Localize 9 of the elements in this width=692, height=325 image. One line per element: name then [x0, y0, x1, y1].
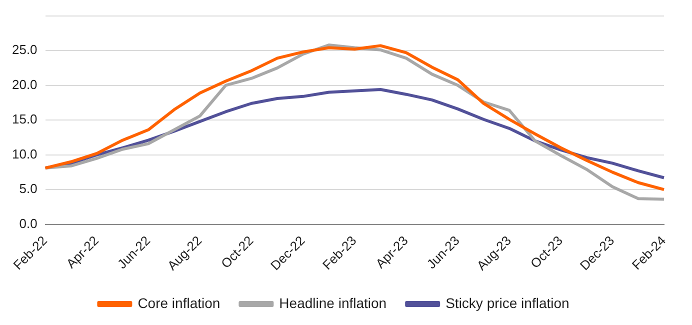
y-tick-label: 25.0 — [12, 42, 38, 58]
y-tick-label: 20.0 — [12, 76, 38, 92]
legend-label: Headline inflation — [279, 294, 387, 311]
legend-label: Core inflation — [138, 294, 220, 311]
legend-label: Sticky price inflation — [446, 294, 570, 311]
y-tick-label: 0.0 — [19, 216, 38, 231]
y-tick-label: 15.0 — [12, 112, 38, 127]
y-tick-label: 10.0 — [12, 146, 38, 162]
y-tick-label: 5.0 — [19, 181, 38, 196]
